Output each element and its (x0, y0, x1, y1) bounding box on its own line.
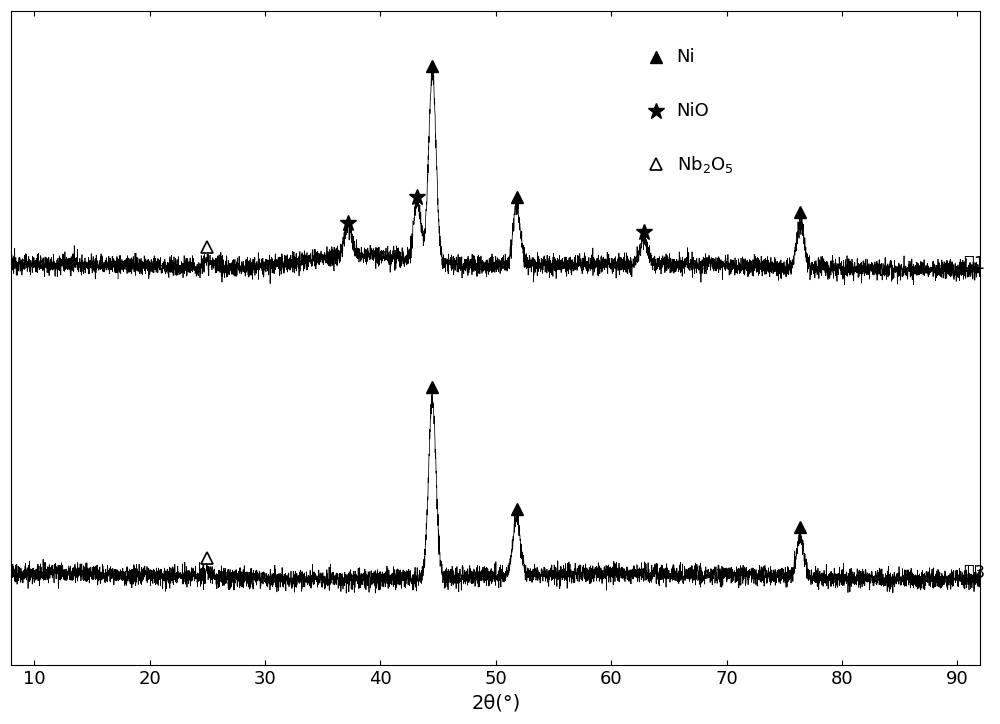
Text: Ni: Ni (677, 48, 695, 66)
Text: NiO: NiO (677, 101, 709, 119)
X-axis label: 2θ(°): 2θ(°) (471, 694, 520, 713)
Text: 例1: 例1 (963, 255, 985, 273)
Text: Nb$_2$O$_5$: Nb$_2$O$_5$ (677, 153, 733, 174)
Text: 例3: 例3 (963, 564, 985, 582)
